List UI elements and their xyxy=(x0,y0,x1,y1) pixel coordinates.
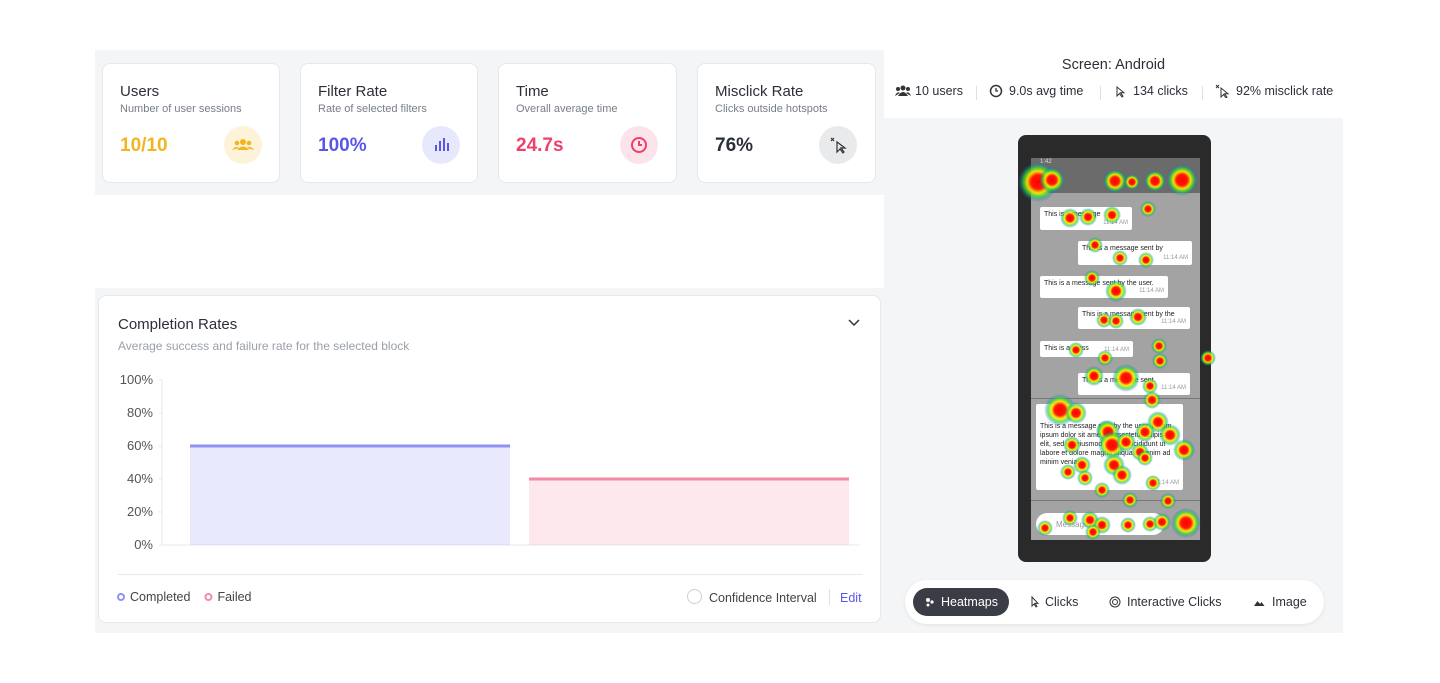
message-time: 11:14 AM xyxy=(1163,255,1188,261)
bar-top xyxy=(190,444,510,448)
y-tick-label: 80% xyxy=(127,405,153,420)
bar-top xyxy=(529,477,849,481)
stat-value: 76% xyxy=(715,135,754,156)
message-time: 11:14 AM xyxy=(1104,347,1129,353)
stat-title: Misclick Rate xyxy=(715,83,804,100)
stat-title: Users xyxy=(120,83,160,100)
divider xyxy=(1031,398,1200,399)
chart-card: Completion Rates Average success and fai… xyxy=(98,295,881,623)
divider xyxy=(829,589,830,605)
divider xyxy=(1031,500,1200,501)
legend-marker xyxy=(204,593,213,601)
heatmap-overlay xyxy=(1018,162,1216,540)
divider xyxy=(976,86,977,100)
tab-active[interactable] xyxy=(913,588,1009,616)
screen-stat: 134 clicks xyxy=(1133,84,1188,98)
divider xyxy=(1100,86,1101,100)
confidence-label: Confidence Interval xyxy=(709,591,817,605)
message-time: 11:14 AM xyxy=(1139,288,1164,294)
stat-value: 100% xyxy=(318,135,367,156)
message-time: 11:14 AM xyxy=(1154,480,1179,486)
image-icon xyxy=(1254,601,1265,606)
checkbox[interactable] xyxy=(687,589,702,604)
y-tick-label: 100% xyxy=(120,372,154,387)
y-tick-label: 60% xyxy=(127,438,153,453)
stat-title: Time xyxy=(516,83,549,100)
stat-card: Users Number of user sessions 10/10 xyxy=(102,63,280,183)
screen-title: Screen: Android xyxy=(1061,57,1166,73)
chart: 0% 20% 40% 60% 80% 100% Completed Failed xyxy=(117,372,860,604)
legend-label: Completed xyxy=(130,590,190,604)
message-text: This is a message sent by the xyxy=(1082,311,1175,318)
message-text: This is a mess xyxy=(1044,345,1089,352)
chart-title: Completion Rates xyxy=(118,316,238,333)
bar xyxy=(529,479,849,545)
users-icon xyxy=(895,85,911,96)
tab[interactable]: Clicks xyxy=(1045,595,1079,609)
y-tick-label: 40% xyxy=(127,471,153,486)
click-icon xyxy=(1031,596,1040,608)
stat-subtitle: Clicks outside hotspots xyxy=(715,103,828,115)
clock-icon xyxy=(620,126,658,164)
tab[interactable]: Image xyxy=(1272,595,1307,609)
divider xyxy=(1202,86,1203,100)
chart-subtitle: Average success and failure rate for the… xyxy=(118,339,410,353)
legend-marker xyxy=(117,593,125,601)
message-time: 11:14 AM xyxy=(1161,319,1186,325)
message: This is a message sent by the user. 11:14… xyxy=(1040,276,1168,298)
stat-subtitle: Number of user sessions xyxy=(120,103,242,115)
screen-stat: 10 users xyxy=(915,84,963,98)
stat-card: Misclick Rate Clicks outside hotspots 76… xyxy=(697,63,876,183)
tab[interactable]: Heatmaps xyxy=(941,595,998,609)
divider xyxy=(118,574,863,575)
screen-stat: 9.0s avg time xyxy=(1009,84,1084,98)
y-tick-label: 0% xyxy=(134,537,153,552)
status-time: 1:42 xyxy=(1040,159,1052,165)
stat-subtitle: Rate of selected filters xyxy=(318,103,427,115)
stat-subtitle: Overall average time xyxy=(516,103,618,115)
click-icon xyxy=(1116,85,1126,98)
chart-icon xyxy=(422,126,460,164)
message-time: 11:14 AM xyxy=(1161,385,1186,391)
misclick-icon xyxy=(1215,84,1230,98)
screen-stat: 92% misclick rate xyxy=(1236,84,1334,98)
stat-card: Time Overall average time 24.7s xyxy=(498,63,677,183)
stat-title: Filter Rate xyxy=(318,83,388,100)
message-text: This is a message sent by xyxy=(1082,245,1163,252)
tab[interactable]: Interactive Clicks xyxy=(1127,595,1222,609)
interactive-icon xyxy=(1109,596,1121,608)
stat-value: 24.7s xyxy=(516,135,564,156)
misclick-icon xyxy=(819,126,857,164)
stat-card: Filter Rate Rate of selected filters 100… xyxy=(300,63,478,183)
message-text: This is a message sent by the user. xyxy=(1044,280,1154,287)
stat-value: 10/10 xyxy=(120,135,168,156)
heatmap-icon xyxy=(926,598,934,607)
y-tick-label: 20% xyxy=(127,504,153,519)
collapse-icon[interactable] xyxy=(847,318,861,328)
bar xyxy=(190,446,510,545)
edit-link[interactable]: Edit xyxy=(840,591,862,605)
clock-icon xyxy=(989,84,1003,98)
users-icon xyxy=(224,126,262,164)
legend-label: Failed xyxy=(217,590,251,604)
